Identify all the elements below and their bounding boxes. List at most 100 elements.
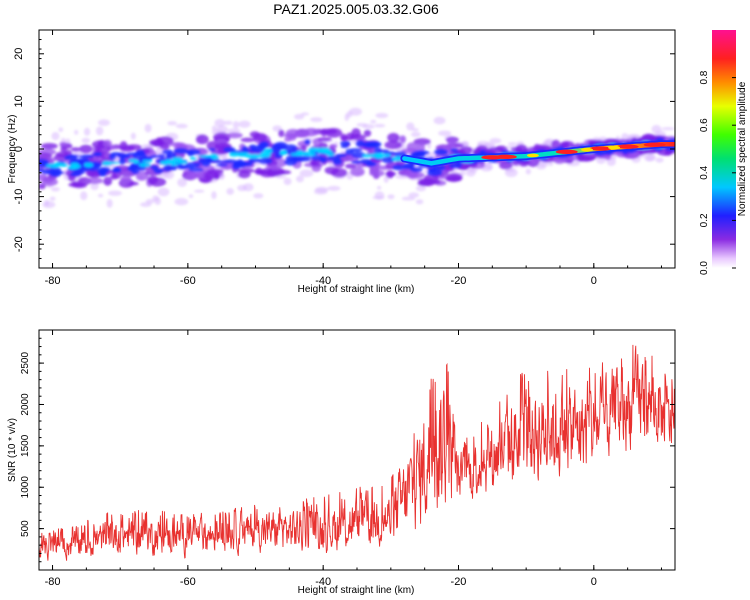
spectrogram-faint-blob xyxy=(395,175,409,179)
spectrogram-blue-blob xyxy=(403,164,414,169)
spectrogram-blue-blob xyxy=(381,156,395,164)
spectrogram-purple-blob xyxy=(528,158,536,164)
snr-y-tick-label: 2000 xyxy=(20,393,31,416)
snr-x-tick-label: -40 xyxy=(315,576,331,588)
colorbar-gradient xyxy=(712,30,736,268)
spectrogram-faint-blob xyxy=(74,129,79,135)
spectrogram-blue-blob xyxy=(120,154,131,159)
spectrogram-cyan-blob xyxy=(374,154,384,159)
spectrogram-purple-blob xyxy=(320,128,327,137)
spectrogram-faint-blob xyxy=(242,183,254,192)
spectrogram-blue-blob xyxy=(208,147,216,152)
spectrogram-faint-blob xyxy=(188,194,194,199)
spectrogram-hotspot xyxy=(494,154,517,160)
spectrogram-cyan-blob xyxy=(138,162,151,168)
spectrogram-blue-blob xyxy=(99,168,109,174)
spectrogram-faint-blob xyxy=(486,163,493,170)
spectrogram-cyan-blob xyxy=(301,151,316,157)
spectrogram-blue-blob xyxy=(274,146,287,150)
colorbar-tick-label: 0.8 xyxy=(699,70,710,84)
colorbar-tick-label: 0.2 xyxy=(699,213,710,227)
spectrogram-y-tick-label: -10 xyxy=(13,189,25,205)
spectrogram-cyan-blob xyxy=(228,152,240,157)
spectrogram-purple-blob xyxy=(399,135,407,144)
spectrogram-faint-blob xyxy=(415,185,427,192)
spectrogram-purple-blob xyxy=(120,175,132,185)
spectrogram-blue-blob xyxy=(304,139,311,145)
spectrogram-blue-blob xyxy=(231,162,241,170)
spectrogram-purple-blob xyxy=(340,133,347,141)
spectrogram-blue-blob xyxy=(163,165,172,172)
spectrogram-blue-blob xyxy=(125,152,142,156)
spectrogram-blue-blob xyxy=(427,169,443,177)
spectrogram-blue-blob xyxy=(161,149,173,155)
spectrogram-heatmap xyxy=(39,107,675,209)
spectrogram-cyan-blob xyxy=(307,147,320,152)
spectrogram-blue-blob xyxy=(187,150,194,157)
spectrogram-purple-blob xyxy=(206,140,219,151)
spectrogram-faint-blob xyxy=(193,189,205,193)
spectrogram-faint-blob xyxy=(175,123,188,129)
spectrogram-cyan-blob xyxy=(141,159,153,163)
spectrogram-purple-blob xyxy=(350,166,365,177)
spectrogram-faint-blob xyxy=(97,193,104,198)
spectrogram-purple-blob xyxy=(237,168,255,174)
spectrogram-faint-blob xyxy=(51,132,60,141)
spectrogram-purple-blob xyxy=(309,159,318,166)
spectrogram-blue-blob xyxy=(150,154,160,158)
spectrogram-faint-blob xyxy=(408,192,420,198)
spectrogram-cyan-blob xyxy=(169,162,179,166)
spectrogram-faint-blob xyxy=(548,161,554,167)
spectrogram-cyan-blob xyxy=(290,152,304,156)
snr-x-tick-label: -20 xyxy=(451,576,467,588)
spectrogram-cyan-blob xyxy=(59,163,68,168)
spectrogram-warm-spot xyxy=(526,153,539,158)
spectrogram-blue-blob xyxy=(173,147,189,154)
spectrogram-faint-blob xyxy=(211,125,217,132)
spectrogram-faint-blob xyxy=(97,119,110,126)
spectrogram-purple-blob xyxy=(226,132,243,139)
spectrogram-blue-blob xyxy=(284,144,298,151)
spectrogram-x-tick-label: -60 xyxy=(180,275,196,287)
spectrogram-faint-blob xyxy=(283,177,292,186)
spectrogram-faint-blob xyxy=(227,128,241,134)
spectrogram-warm-spot xyxy=(608,145,621,150)
colorbar-tick-label: 0.4 xyxy=(699,165,710,179)
spectrogram-faint-blob xyxy=(157,187,170,197)
spectrogram-x-tick-label: -40 xyxy=(315,275,331,287)
spectrogram-x-axis-title: Height of straight line (km) xyxy=(298,284,415,295)
spectrogram-faint-blob xyxy=(108,190,122,196)
spectrogram-purple-blob xyxy=(510,147,523,152)
spectrogram-hotspot xyxy=(643,142,666,147)
spectrogram-purple-blob xyxy=(195,134,209,145)
spectrogram-blue-blob xyxy=(251,145,265,153)
spectrogram-faint-blob xyxy=(294,113,305,120)
spectrogram-faint-blob xyxy=(313,188,328,195)
spectrogram-faint-blob xyxy=(211,191,217,200)
spectrogram-cyan-blob xyxy=(256,153,271,158)
spectrogram-faint-blob xyxy=(349,107,363,116)
spectrogram-purple-blob xyxy=(39,183,46,190)
spectrogram-purple-blob xyxy=(86,177,103,185)
spectrogram-faint-blob xyxy=(310,117,323,123)
spectrogram-faint-blob xyxy=(152,195,160,202)
spectrogram-faint-blob xyxy=(374,123,386,128)
spectrogram-blue-blob xyxy=(188,167,204,172)
spectrogram-faint-blob xyxy=(226,188,234,195)
spectrogram-purple-blob xyxy=(189,171,205,179)
spectrogram-purple-blob xyxy=(576,154,585,162)
spectrogram-faint-blob xyxy=(49,196,56,201)
spectrogram-faint-blob xyxy=(344,113,350,122)
spectrogram-blue-blob xyxy=(157,153,166,159)
spectrogram-faint-blob xyxy=(661,127,675,131)
spectrogram-cyan-blob xyxy=(198,154,214,158)
spectrogram-faint-blob xyxy=(219,175,225,180)
spectrogram-blue-blob xyxy=(259,141,270,148)
spectrogram-faint-blob xyxy=(372,196,385,200)
spectrogram-faint-blob xyxy=(356,122,368,127)
spectrogram-faint-blob xyxy=(80,191,88,201)
spectrogram-faint-blob xyxy=(627,134,641,140)
spectrogram-faint-blob xyxy=(370,119,377,124)
spectrogram-faint-blob xyxy=(536,164,546,170)
spectrogram-purple-blob xyxy=(278,129,285,138)
